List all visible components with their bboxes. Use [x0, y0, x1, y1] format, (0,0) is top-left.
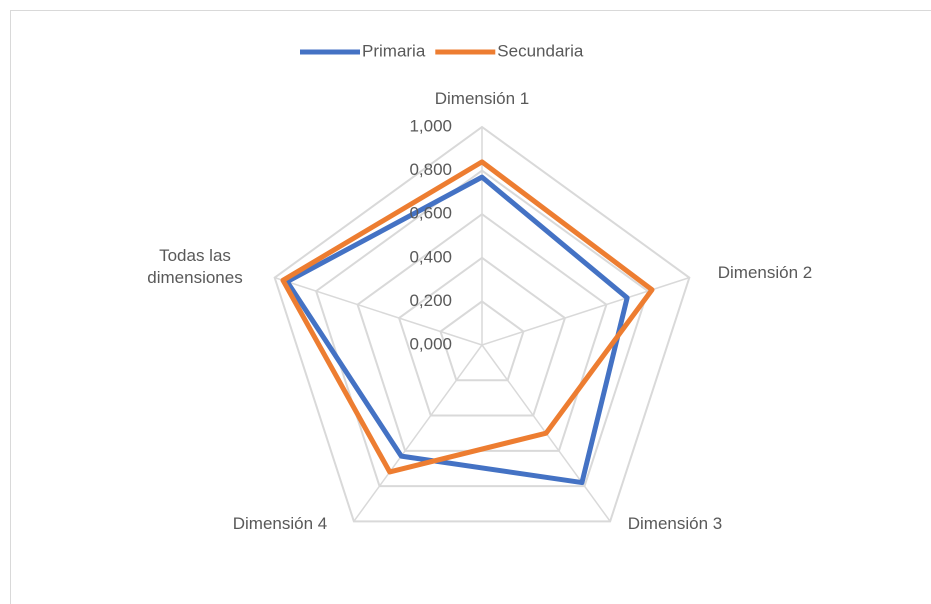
spoke	[481, 276, 690, 346]
category-label: Todas las dimensiones	[147, 246, 243, 287]
grid-ring	[314, 169, 650, 488]
spoke	[353, 344, 483, 522]
grid-ring	[273, 125, 691, 523]
category-label: Dimensión 3	[627, 514, 723, 533]
series-line	[284, 174, 630, 486]
series-line	[280, 159, 655, 475]
legend-label: Primaria	[362, 41, 426, 60]
y-tick-label: 1,000	[409, 116, 452, 135]
legend-label: Secundaria	[497, 41, 584, 60]
grid-ring	[397, 256, 567, 417]
y-tick-label: 0,000	[409, 334, 452, 353]
y-tick-label: 0,400	[409, 247, 452, 266]
y-tick-label: 0,200	[409, 291, 452, 310]
y-tick-label: 0,800	[409, 160, 452, 179]
category-label: Dimensión 2	[717, 263, 813, 282]
category-label: Dimensión 4	[232, 514, 328, 533]
category-label: Dimensión 1	[434, 89, 530, 108]
y-tick-label: 0,600	[409, 204, 452, 223]
grid-ring	[439, 300, 525, 382]
chart-border	[10, 10, 931, 604]
spoke	[274, 276, 483, 346]
